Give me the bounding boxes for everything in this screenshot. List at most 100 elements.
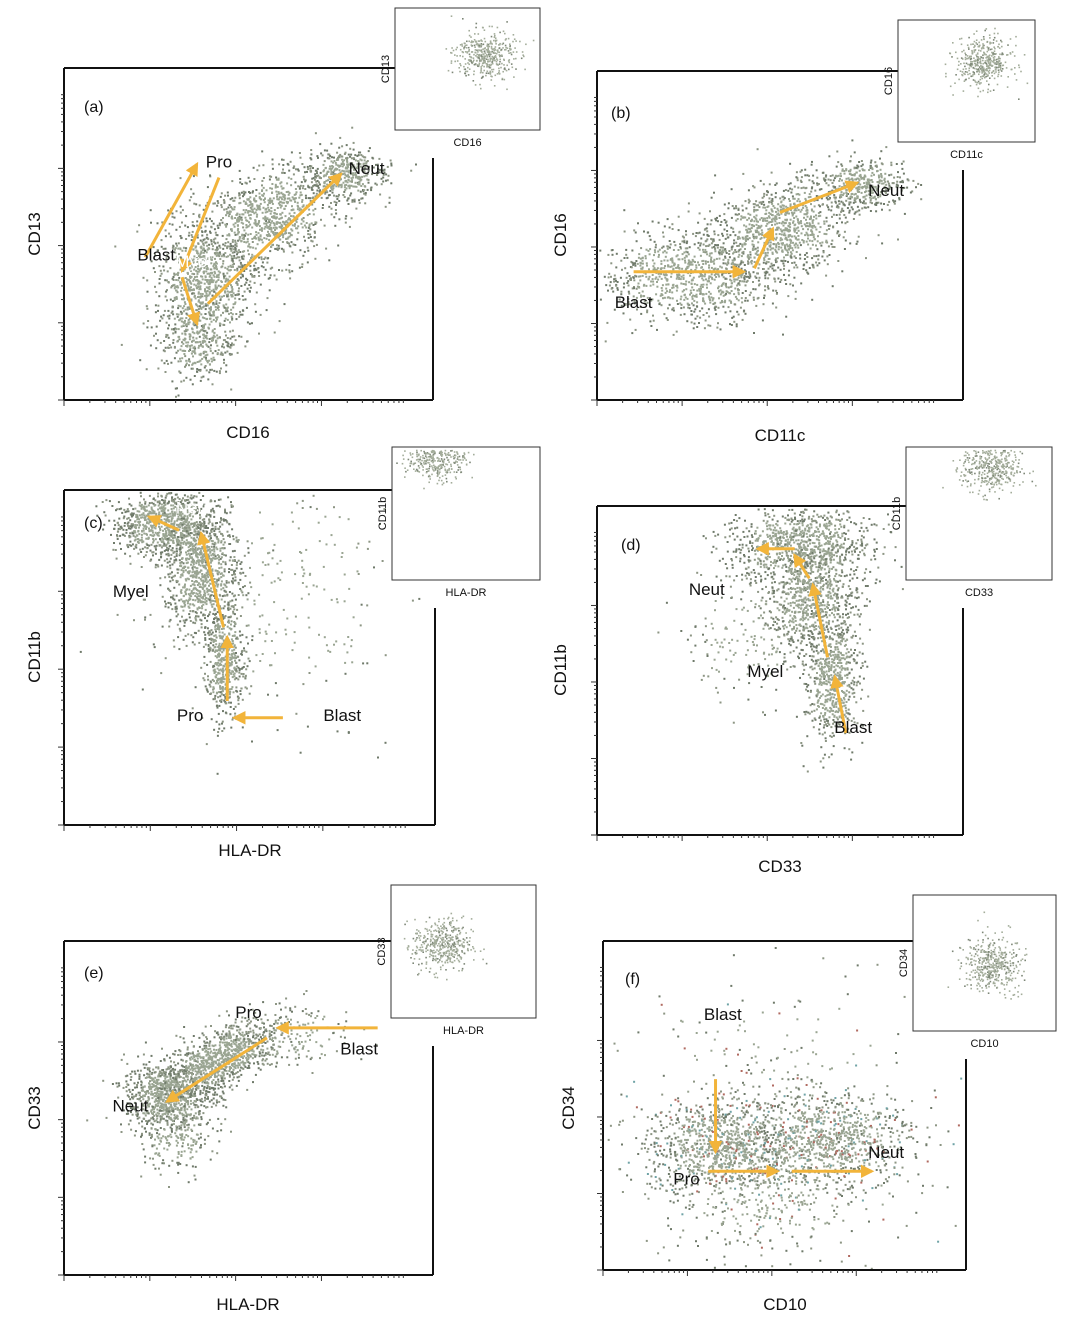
event-point — [648, 235, 651, 238]
event-point — [197, 318, 200, 321]
event-point — [798, 221, 801, 224]
inset-point — [481, 40, 483, 42]
event-point — [771, 237, 774, 240]
event-point — [203, 257, 206, 260]
event-point — [251, 322, 253, 325]
event-point — [751, 249, 754, 251]
event-point — [260, 265, 263, 268]
event-point — [783, 197, 786, 200]
event-point — [262, 217, 265, 220]
event-point — [804, 205, 807, 207]
event-point — [721, 283, 724, 286]
inset-point — [483, 59, 486, 62]
event-point — [246, 219, 249, 222]
event-point — [672, 307, 675, 310]
event-point — [757, 241, 760, 244]
event-point — [744, 235, 747, 238]
event-point — [795, 227, 798, 230]
event-point — [286, 197, 289, 200]
event-point — [206, 331, 209, 334]
event-point — [219, 246, 222, 249]
inset-point — [491, 55, 494, 58]
event-point — [735, 241, 738, 244]
event-point — [812, 182, 815, 185]
event-point — [210, 289, 213, 292]
event-point — [335, 195, 338, 198]
event-point — [771, 224, 773, 226]
event-point — [356, 165, 359, 168]
event-point — [256, 207, 259, 210]
event-point — [170, 346, 173, 349]
event-point — [793, 229, 796, 232]
event-point — [882, 182, 885, 185]
event-point — [655, 268, 658, 271]
inset-point — [508, 61, 511, 64]
event-point — [251, 203, 253, 206]
event-point — [680, 282, 683, 285]
event-point — [314, 195, 317, 198]
event-point — [820, 188, 823, 191]
event-point — [298, 266, 301, 269]
event-point — [222, 247, 225, 250]
inset-point — [468, 34, 471, 37]
event-point — [253, 281, 256, 284]
inset-point — [454, 60, 456, 63]
event-point — [719, 293, 722, 296]
inset-point — [478, 63, 480, 66]
event-point — [180, 293, 183, 296]
event-point — [619, 276, 622, 279]
event-point — [183, 305, 186, 308]
event-point — [817, 212, 820, 215]
event-point — [267, 225, 270, 228]
event-point — [789, 218, 792, 221]
event-point — [765, 224, 768, 227]
event-point — [729, 286, 732, 288]
event-point — [784, 247, 787, 250]
event-point — [276, 193, 279, 196]
event-point — [178, 225, 181, 228]
event-point — [633, 229, 636, 232]
event-point — [343, 196, 346, 198]
event-point — [757, 272, 759, 275]
event-point — [806, 222, 808, 225]
event-point — [282, 233, 285, 236]
event-point — [287, 218, 290, 221]
event-point — [388, 196, 391, 199]
event-point — [728, 299, 731, 302]
event-point — [630, 266, 633, 269]
event-point — [177, 271, 180, 274]
event-point — [249, 233, 252, 235]
event-point — [344, 151, 347, 154]
event-point — [314, 173, 317, 176]
event-point — [679, 243, 682, 246]
event-point — [723, 213, 726, 216]
event-point — [222, 253, 225, 256]
inset-point — [511, 66, 514, 69]
event-point — [352, 172, 355, 175]
event-point — [233, 262, 235, 265]
event-point — [227, 241, 230, 244]
event-point — [741, 280, 744, 283]
event-point — [702, 299, 704, 302]
event-point — [893, 176, 896, 179]
event-point — [813, 255, 816, 258]
event-point — [717, 287, 719, 290]
event-point — [851, 187, 854, 190]
event-point — [349, 180, 352, 183]
inset-point — [474, 49, 477, 51]
event-point — [290, 177, 293, 180]
inset-point — [472, 80, 475, 82]
event-point — [840, 209, 843, 212]
event-point — [196, 220, 199, 223]
event-point — [192, 213, 195, 215]
event-point — [859, 183, 862, 186]
event-point — [251, 210, 254, 213]
event-point — [343, 159, 346, 162]
event-point — [661, 246, 664, 249]
event-point — [244, 234, 247, 237]
event-point — [272, 215, 275, 218]
event-point — [752, 288, 755, 291]
event-point — [708, 295, 710, 298]
event-point — [633, 287, 636, 290]
event-point — [208, 307, 211, 310]
